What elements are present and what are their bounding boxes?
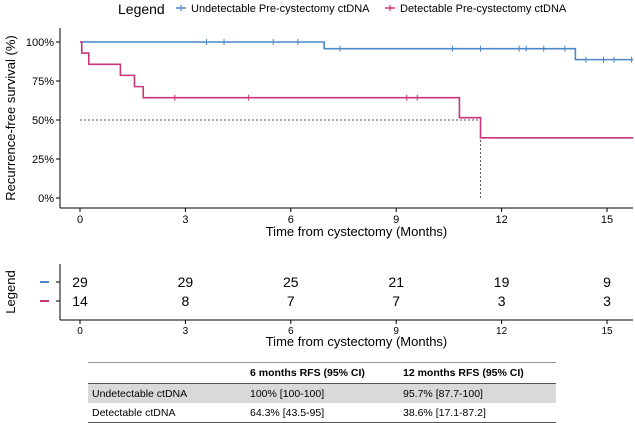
table-cell: Detectable ctDNA	[88, 403, 246, 423]
risk-count: 7	[392, 293, 400, 309]
legend-label: Undetectable Pre-cystectomy ctDNA	[191, 3, 370, 15]
km-chart: Legend Undetectable Pre-cystectomy ctDNA D…	[3, 1, 633, 349]
risk-count: 21	[388, 274, 404, 290]
risk-count: 3	[498, 293, 506, 309]
table-header-row: 6 months RFS (95% CI) 12 months RFS (95%…	[88, 362, 556, 384]
risk-x-tick-label: 3	[183, 326, 189, 337]
y-axis-label: Recurrence-free survival (%)	[3, 35, 18, 200]
x-tick-label: 6	[288, 214, 294, 226]
y-tick-label: 100%	[26, 37, 54, 49]
risk-x-tick-label: 15	[601, 326, 613, 337]
risk-x-tick-label: 9	[393, 326, 399, 337]
x-tick-label: 3	[182, 214, 188, 226]
km-curve-undetectable	[80, 41, 633, 61]
risk-x-tick-label: 0	[77, 326, 83, 337]
x-tick-label: 12	[495, 214, 507, 226]
risk-count: 29	[72, 274, 88, 290]
table-cell: 95.7% [87.7-100]	[399, 383, 556, 403]
risk-count: 19	[494, 274, 510, 290]
table-header-cell	[88, 362, 246, 384]
x-tick-label: 9	[393, 214, 399, 226]
legend-label: Detectable Pre-cystectomy ctDNA	[400, 3, 567, 15]
y-tick-label: 25%	[32, 154, 54, 166]
risk-count: 7	[287, 293, 295, 309]
risk-legend-title: Legend	[3, 270, 18, 313]
table-cell: 100% [100-100]	[246, 383, 399, 403]
table-row: Undetectable ctDNA 100% [100-100] 95.7% …	[88, 383, 556, 403]
y-tick-label: 75%	[32, 76, 54, 88]
x-axis-label: Time from cystectomy (Months)	[266, 224, 448, 239]
table-header-cell: 12 months RFS (95% CI)	[399, 362, 556, 384]
legend-title: Legend	[118, 1, 165, 17]
table-header-cell: 6 months RFS (95% CI)	[246, 362, 399, 384]
y-tick-label: 0%	[38, 193, 54, 205]
risk-count: 29	[178, 274, 194, 290]
risk-count: 3	[603, 293, 611, 309]
km-curve-detectable	[80, 41, 633, 139]
risk-x-tick-label: 12	[496, 326, 508, 337]
table-row: Detectable ctDNA 64.3% [43.5-95] 38.6% […	[88, 403, 556, 423]
risk-count: 25	[283, 274, 299, 290]
risk-x-tick-label: 6	[288, 326, 294, 337]
risk-count: 8	[182, 293, 190, 309]
risk-count: 14	[72, 293, 88, 309]
risk-x-axis-label: Time from cystectomy (Months)	[266, 334, 448, 349]
rfs-summary-table: 6 months RFS (95% CI) 12 months RFS (95%…	[88, 362, 556, 423]
x-tick-label: 15	[601, 214, 613, 226]
table-cell: Undetectable ctDNA	[88, 383, 246, 403]
y-tick-label: 50%	[32, 115, 54, 127]
x-tick-label: 0	[77, 214, 83, 226]
risk-count: 9	[603, 274, 611, 290]
